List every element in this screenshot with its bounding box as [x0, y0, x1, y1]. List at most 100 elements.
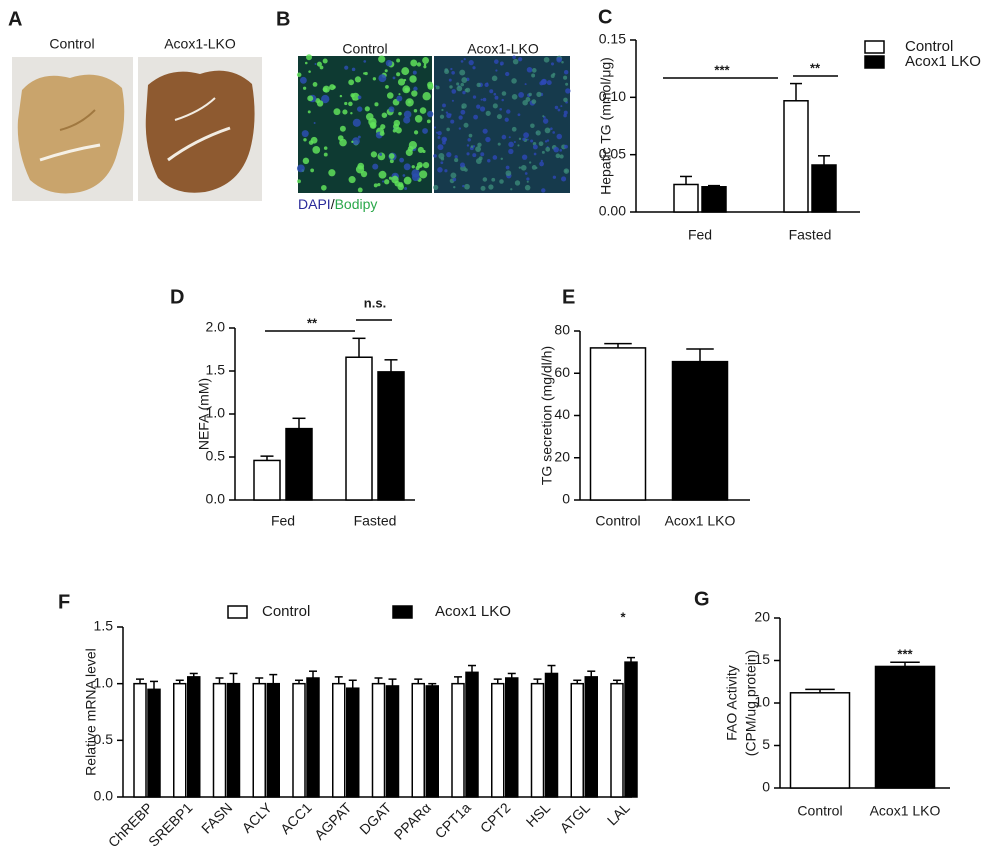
- dot: [427, 110, 434, 118]
- dot: [464, 183, 470, 190]
- dot: [500, 157, 503, 161]
- dot: [322, 87, 328, 93]
- dot: [460, 109, 466, 115]
- bar: [306, 677, 320, 798]
- dot: [443, 137, 447, 141]
- dot: [488, 184, 494, 190]
- y-tick-label: 15: [754, 651, 770, 667]
- dot: [524, 83, 527, 86]
- stain-name: Bodipy: [335, 196, 378, 212]
- dot: [313, 122, 316, 125]
- dot: [540, 79, 547, 85]
- x-tick-label: Fed: [271, 513, 295, 529]
- dot: [552, 131, 556, 134]
- dot: [563, 97, 568, 103]
- dot: [398, 93, 401, 96]
- dot: [520, 164, 527, 171]
- dot: [372, 163, 379, 170]
- dot: [450, 67, 453, 71]
- dot: [470, 145, 474, 149]
- dot: [464, 88, 469, 93]
- dot: [476, 82, 481, 88]
- dot: [322, 58, 328, 64]
- bar: [346, 687, 360, 798]
- bar: [789, 692, 851, 789]
- dot: [454, 158, 459, 163]
- dot: [555, 153, 561, 159]
- dot: [453, 185, 456, 189]
- dot: [559, 154, 564, 159]
- dot: [403, 110, 412, 119]
- dot: [422, 92, 431, 101]
- dot: [501, 98, 504, 102]
- dot: [433, 154, 437, 158]
- dot: [339, 138, 347, 147]
- dot: [444, 68, 449, 72]
- bar: [212, 682, 227, 798]
- dot: [511, 126, 517, 132]
- dot: [323, 152, 328, 157]
- bar: [253, 459, 281, 501]
- dot: [492, 103, 498, 109]
- dot: [538, 141, 544, 147]
- dot: [394, 180, 401, 187]
- dot: [303, 138, 307, 142]
- dot: [550, 127, 553, 131]
- dot: [518, 166, 522, 169]
- dot: [352, 118, 361, 127]
- x-tick-label: Control: [797, 803, 842, 819]
- dot: [354, 76, 362, 83]
- dot: [517, 144, 520, 147]
- x-tick-label: Acox1 LKO: [665, 513, 736, 529]
- dot: [524, 172, 528, 175]
- dot: [307, 110, 311, 114]
- bar: [465, 671, 479, 798]
- dot: [533, 152, 537, 156]
- dot: [378, 74, 387, 83]
- dot: [446, 151, 452, 158]
- dot: [505, 170, 512, 177]
- dot: [512, 55, 516, 60]
- image-label: Control: [342, 41, 387, 57]
- dot: [546, 139, 550, 142]
- bar: [530, 682, 545, 798]
- x-tick-label: Acox1 LKO: [870, 803, 941, 819]
- dot: [456, 85, 463, 92]
- dot: [468, 133, 473, 138]
- dot: [523, 132, 529, 139]
- dot: [563, 113, 567, 118]
- x-tick-label: LAL: [604, 799, 633, 828]
- dot: [504, 117, 509, 122]
- dot: [536, 91, 542, 97]
- dot: [403, 176, 412, 185]
- y-axis-label: FAO Activity: [724, 665, 740, 740]
- dot: [414, 115, 423, 123]
- x-tick-label: ACLY: [239, 799, 276, 836]
- dot: [546, 80, 552, 86]
- fluorescence-image: [434, 56, 570, 193]
- dot: [328, 169, 336, 177]
- bar: [491, 682, 505, 798]
- dot: [351, 67, 356, 72]
- dot: [419, 107, 427, 114]
- x-tick-label: FASN: [198, 799, 235, 836]
- dot: [448, 78, 452, 82]
- dot: [475, 158, 482, 164]
- dot: [412, 70, 417, 75]
- dot: [480, 185, 486, 191]
- dot: [526, 138, 529, 141]
- significance-label: n.s.: [364, 295, 386, 310]
- dot: [302, 157, 310, 165]
- dot: [417, 146, 424, 154]
- dot: [392, 129, 397, 133]
- dot: [357, 187, 363, 193]
- panel-letter: B: [276, 8, 290, 30]
- dot: [535, 130, 541, 136]
- panel-letter: G: [694, 588, 710, 610]
- dot: [511, 94, 518, 100]
- y-tick-label: 0: [562, 491, 570, 507]
- dot: [441, 108, 444, 112]
- dot: [374, 102, 379, 107]
